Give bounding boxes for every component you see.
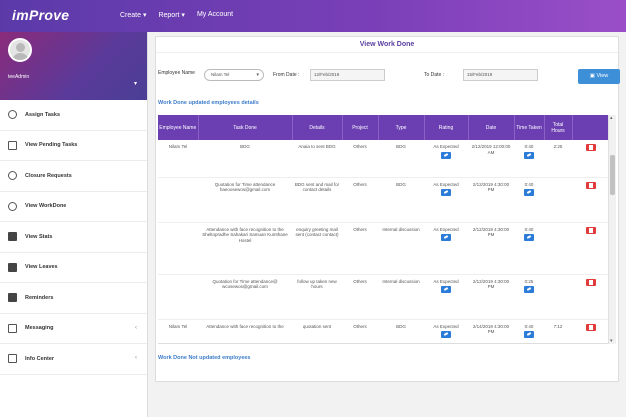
sidebar: teeAdmin ▾ Assign Tasks View Pending Tas… (0, 32, 148, 417)
delete-icon[interactable] (586, 226, 596, 234)
col-project: Project (342, 115, 379, 140)
username: teeAdmin (8, 74, 30, 80)
sidebar-item-view-leaves[interactable]: View Leaves (0, 253, 147, 283)
message-icon (8, 323, 17, 333)
sidebar-item-closure-requests[interactable]: Closure Requests (0, 161, 147, 192)
workdone-icon (8, 201, 17, 211)
table-row: Attendance with face recognition to the … (158, 222, 610, 275)
info-icon (8, 354, 17, 364)
delete-icon[interactable] (586, 144, 596, 151)
table-header: Employee Name Task Done Details Project … (158, 115, 610, 140)
sidebar-item-reminders[interactable]: Reminders (0, 283, 147, 314)
chevron-down-icon: ▾ (256, 72, 259, 78)
table-row: Quotation for Time attendance haeoosewos… (158, 177, 610, 223)
delete-icon[interactable] (586, 278, 596, 286)
nav-report[interactable]: Report ▾ (158, 12, 185, 19)
delete-icon[interactable] (586, 323, 596, 331)
col-actions (572, 115, 610, 140)
closure-icon (8, 171, 17, 181)
scroll-down-icon[interactable]: ▾ (610, 338, 613, 344)
sidebar-menu: Assign Tasks View Pending Tasks Closure … (0, 100, 147, 375)
sidebar-item-assign-tasks[interactable]: Assign Tasks (0, 100, 147, 131)
top-navbar: imProve Create ▾ Report ▾ My Account (0, 0, 626, 32)
user-menu-caret-icon[interactable]: ▾ (133, 81, 137, 87)
updated-section-label: Work Done updated employees details (158, 100, 259, 106)
reminder-icon (8, 293, 17, 303)
from-date-input[interactable]: 12/Feb/2019 (310, 69, 385, 81)
col-employee-name: Employee Name (158, 115, 199, 140)
avatar (8, 38, 32, 62)
task-icon (8, 110, 17, 120)
sidebar-item-view-stats[interactable]: View Stats (0, 222, 147, 253)
col-total-hours: Total Hours (544, 115, 573, 140)
employee-label: Employee Name (158, 70, 195, 76)
col-details: Details (292, 115, 343, 140)
edit-rating-icon[interactable] (441, 189, 451, 196)
col-date: Date (468, 115, 515, 140)
edit-time-icon[interactable] (524, 151, 534, 159)
employee-select[interactable]: Nilam Tel ▾ (204, 69, 264, 81)
work-done-panel: View Work Done Employee Name Nilam Tel ▾ … (155, 36, 620, 382)
to-date-input[interactable]: 15/Feb/2019 (463, 69, 538, 81)
chevron-left-icon: ‹ (135, 324, 137, 331)
table-row: Nilam Tel BDG Anaia to sent BDG Others B… (158, 140, 610, 178)
scroll-up-icon[interactable]: ▴ (610, 115, 613, 121)
profile-panel: teeAdmin ▾ (0, 32, 147, 100)
edit-rating-icon[interactable] (441, 331, 451, 338)
page-title: View Work Done (156, 37, 618, 53)
delete-icon[interactable] (586, 181, 596, 189)
chevron-left-icon: ‹ (135, 355, 137, 361)
view-button[interactable]: ▣ View (578, 69, 620, 84)
sidebar-item-messaging[interactable]: Messaging ‹ (0, 314, 147, 344)
col-task-done: Task Done (198, 115, 293, 140)
leaves-icon (8, 262, 17, 272)
not-updated-section-label: Work Done Not updated employees (158, 355, 251, 361)
edit-time-icon[interactable] (524, 234, 534, 241)
table-row: Nilam Tel Attendance with face recogniti… (158, 319, 610, 343)
col-time-taken: Time Taken (514, 115, 545, 140)
table-row: Quotation for Time attendance@ wcosewos@… (158, 274, 610, 320)
col-rating: Rating (424, 115, 469, 140)
sidebar-item-view-pending-tasks[interactable]: View Pending Tasks (0, 131, 147, 161)
work-done-table: Employee Name Task Done Details Project … (158, 115, 610, 344)
to-date-label: To Date : (424, 72, 445, 78)
page-footer-area (148, 390, 626, 417)
stats-icon (8, 232, 17, 242)
table-scrollbar[interactable]: ▴ ▾ (608, 115, 616, 344)
sidebar-item-info-center[interactable]: Info Center ‹ (0, 344, 147, 375)
top-nav: Create ▾ Report ▾ My Account (120, 11, 233, 19)
from-date-label: From Date : (273, 72, 300, 78)
col-type: Type (378, 115, 425, 140)
scrollbar-thumb[interactable] (610, 155, 615, 195)
edit-time-icon[interactable] (524, 189, 534, 196)
edit-time-icon[interactable] (524, 331, 534, 338)
app-logo[interactable]: imProve (12, 7, 70, 23)
edit-rating-icon[interactable] (441, 234, 451, 241)
edit-rating-icon[interactable] (441, 286, 451, 293)
edit-time-icon[interactable] (524, 286, 534, 293)
pending-icon (8, 140, 17, 150)
nav-my-account[interactable]: My Account (196, 11, 234, 18)
nav-create[interactable]: Create ▾ (120, 12, 147, 19)
sidebar-item-view-workdone[interactable]: View WorkDone (0, 192, 147, 222)
edit-rating-icon[interactable] (441, 151, 451, 159)
